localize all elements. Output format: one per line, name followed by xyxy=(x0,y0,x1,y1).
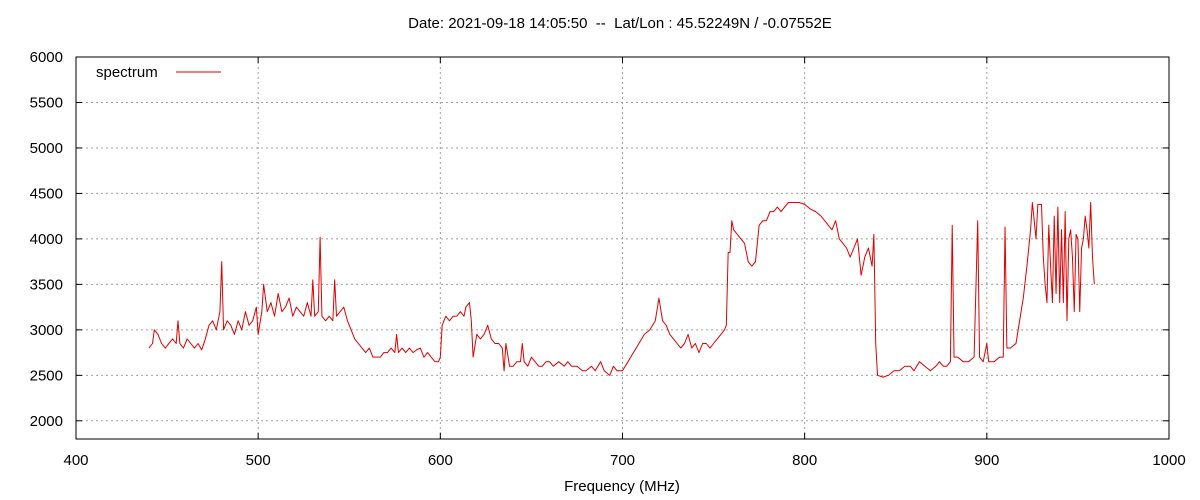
x-tick-label: 600 xyxy=(428,452,453,469)
x-tick-label: 500 xyxy=(246,452,271,469)
y-tick-label: 6000 xyxy=(30,49,63,66)
y-tick-label: 3500 xyxy=(30,276,63,293)
y-tick-label: 3000 xyxy=(30,322,63,339)
legend-label: spectrum xyxy=(96,64,158,81)
y-tick-label: 5000 xyxy=(30,140,63,157)
x-tick-label: 900 xyxy=(974,452,999,469)
x-tick-label: 1000 xyxy=(1152,452,1185,469)
x-tick-label: 400 xyxy=(63,452,88,469)
y-tick-label: 5500 xyxy=(30,94,63,111)
x-tick-label: 700 xyxy=(610,452,635,469)
plot-frame xyxy=(75,56,1170,440)
y-tick-label: 4500 xyxy=(30,185,63,202)
y-tick-label: 4000 xyxy=(30,231,63,248)
x-tick-label: 800 xyxy=(792,452,817,469)
x-axis-label: Frequency (MHz) xyxy=(564,478,680,495)
y-tick-label: 2000 xyxy=(30,413,63,430)
spectrum-line xyxy=(148,202,1095,378)
chart-title: Date: 2021-09-18 14:05:50 -- Lat/Lon : 4… xyxy=(408,15,832,32)
y-tick-label: 2500 xyxy=(30,367,63,384)
